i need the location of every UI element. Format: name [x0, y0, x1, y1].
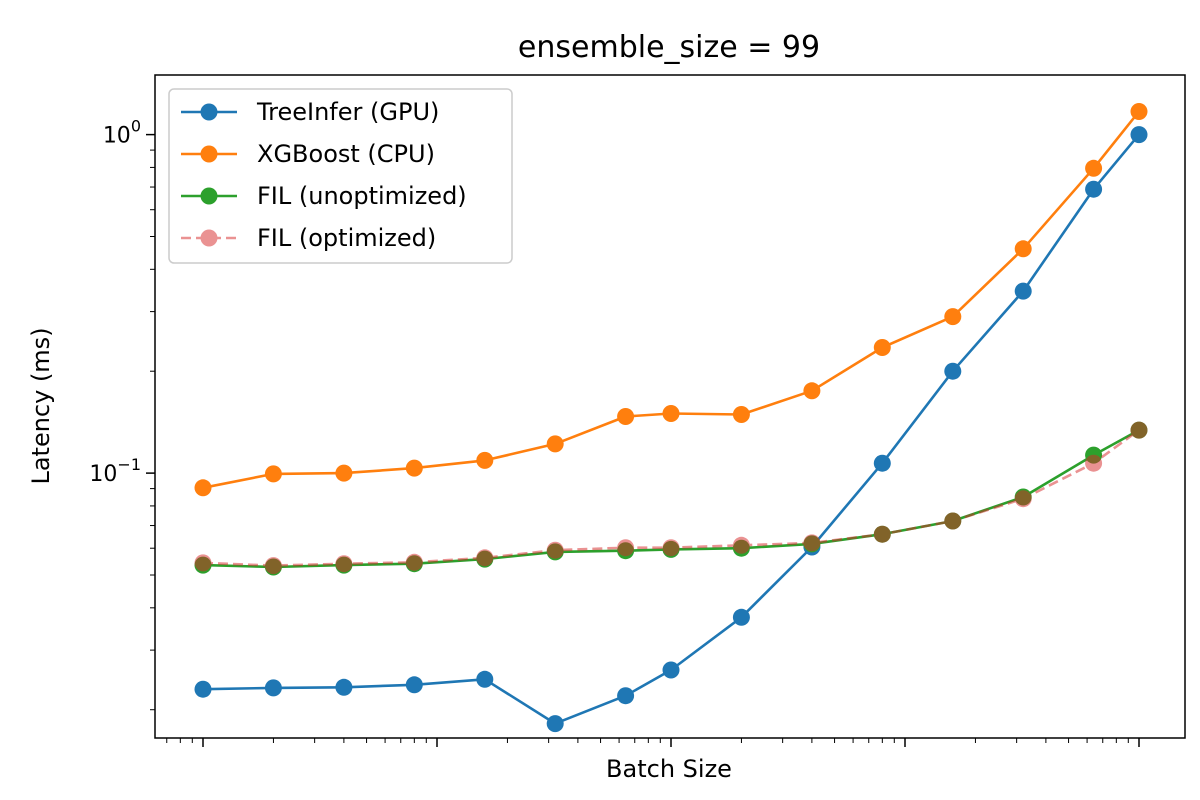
data-point	[617, 539, 635, 557]
data-point	[546, 715, 564, 733]
data-point	[732, 536, 750, 554]
x-axis-label: Batch Size	[606, 755, 732, 783]
data-point	[476, 549, 494, 567]
data-point	[944, 512, 962, 530]
data-point	[194, 554, 212, 572]
x-axis-ticks	[166, 738, 1140, 747]
legend-entry: XGBoost (CPU)	[181, 140, 435, 168]
series-fil-optimized	[194, 421, 1148, 575]
y-tick-label: 100	[103, 117, 141, 149]
data-point	[1130, 103, 1148, 120]
data-point	[476, 451, 494, 469]
data-point	[335, 464, 353, 482]
y-axis-label: Latency (ms)	[27, 327, 55, 484]
data-point	[1085, 159, 1103, 177]
data-point	[803, 534, 821, 552]
chart-title: ensemble_size = 99	[518, 30, 820, 65]
legend-entry: FIL (unoptimized)	[181, 182, 467, 210]
legend-marker	[200, 229, 218, 247]
legend-label: TreeInfer (GPU)	[256, 98, 439, 126]
legend-swatch	[181, 229, 237, 247]
plot-area: 10−1 100	[89, 74, 1186, 747]
data-point	[405, 676, 423, 694]
data-point	[1130, 126, 1148, 144]
legend-swatch	[181, 145, 237, 163]
data-point	[1014, 490, 1032, 508]
data-point	[617, 687, 635, 705]
data-point	[1085, 454, 1103, 472]
data-point	[335, 555, 353, 573]
plot-frame	[154, 74, 1186, 739]
legend-marker	[200, 103, 218, 121]
y-tick-exponent: 0	[131, 117, 141, 136]
data-point	[476, 670, 494, 688]
legend-label: FIL (unoptimized)	[257, 182, 467, 210]
data-point	[1130, 421, 1148, 439]
legend: TreeInfer (GPU) XGBoost (CPU) FIL (unoptim…	[168, 88, 513, 264]
data-point	[732, 406, 750, 423]
legend-marker	[200, 145, 218, 163]
legend-label: FIL (optimized)	[257, 224, 436, 252]
data-point	[1014, 282, 1032, 300]
data-point	[873, 454, 891, 472]
data-point	[873, 339, 891, 356]
data-point	[944, 362, 962, 380]
data-point	[1085, 180, 1103, 198]
data-point	[546, 541, 564, 559]
series-xgboost-cpu	[194, 103, 1148, 497]
data-point	[194, 479, 212, 497]
legend-frame	[168, 88, 513, 264]
data-point	[617, 408, 635, 425]
data-point	[405, 459, 423, 477]
legend-swatch	[181, 103, 237, 121]
data-point	[264, 557, 282, 575]
data-point	[405, 553, 423, 571]
data-point	[662, 539, 680, 557]
data-point	[1014, 240, 1032, 258]
y-axis-ticks: 10−1 100	[89, 117, 155, 711]
data-point	[264, 465, 282, 483]
legend-entry: TreeInfer (GPU)	[181, 98, 439, 126]
legend-swatch	[181, 187, 237, 205]
data-point	[732, 608, 750, 626]
data-point	[662, 661, 680, 679]
data-point	[546, 435, 564, 453]
data-point	[873, 525, 891, 543]
data-point	[803, 382, 821, 400]
data-point	[264, 679, 282, 697]
y-tick-label: 10−1	[89, 455, 141, 487]
data-point	[662, 405, 680, 422]
legend-marker	[200, 187, 218, 205]
y-tick-exponent: −1	[117, 455, 141, 474]
legend-items: TreeInfer (GPU) XGBoost (CPU) FIL (unoptim…	[181, 98, 467, 252]
series-layer	[194, 103, 1148, 733]
legend-entry: FIL (optimized)	[181, 224, 436, 252]
legend-label: XGBoost (CPU)	[257, 140, 435, 168]
data-point	[944, 308, 962, 326]
data-point	[194, 680, 212, 698]
data-point	[335, 678, 353, 696]
